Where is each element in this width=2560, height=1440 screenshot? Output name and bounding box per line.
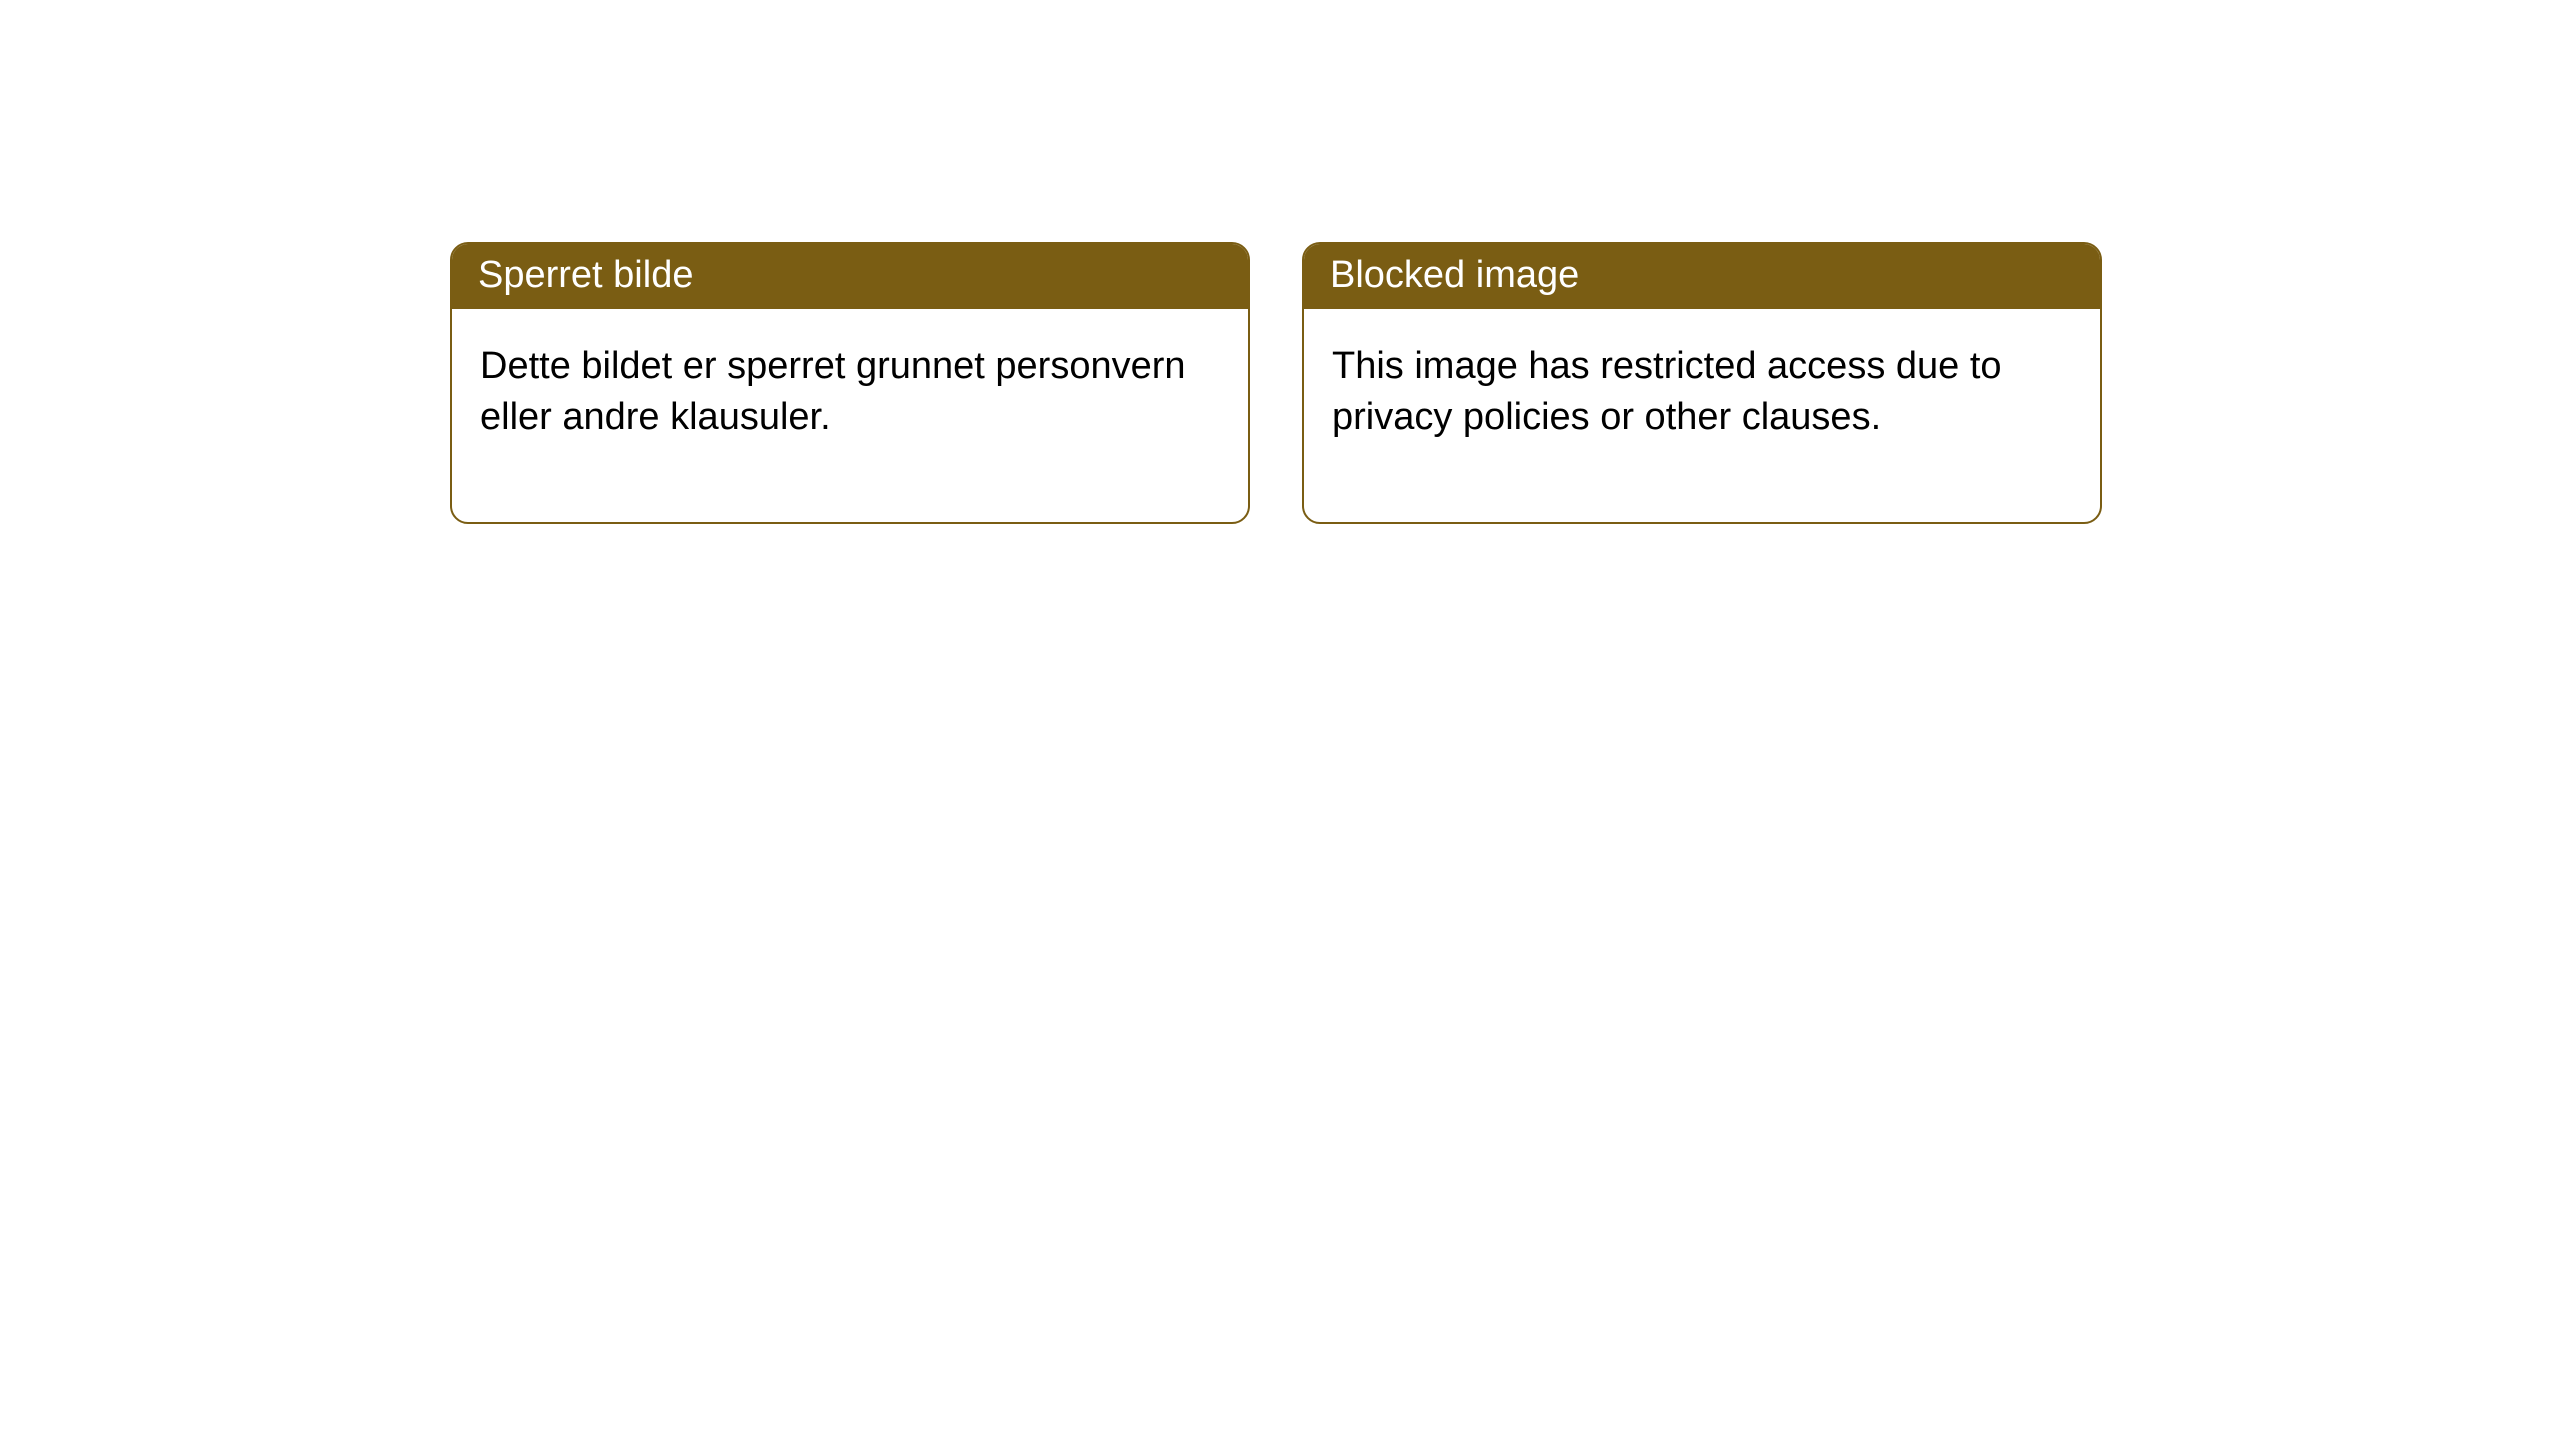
- card-header-no: Sperret bilde: [452, 244, 1248, 309]
- card-title-en: Blocked image: [1330, 254, 1579, 296]
- notice-container: Sperret bilde Dette bildet er sperret gr…: [0, 0, 2560, 524]
- card-message-no: Dette bildet er sperret grunnet personve…: [480, 345, 1186, 438]
- blocked-image-card-en: Blocked image This image has restricted …: [1302, 242, 2102, 524]
- card-title-no: Sperret bilde: [478, 254, 693, 296]
- card-body-no: Dette bildet er sperret grunnet personve…: [452, 309, 1248, 522]
- card-body-en: This image has restricted access due to …: [1304, 309, 2100, 522]
- card-header-en: Blocked image: [1304, 244, 2100, 309]
- blocked-image-card-no: Sperret bilde Dette bildet er sperret gr…: [450, 242, 1250, 524]
- card-message-en: This image has restricted access due to …: [1332, 345, 2002, 438]
